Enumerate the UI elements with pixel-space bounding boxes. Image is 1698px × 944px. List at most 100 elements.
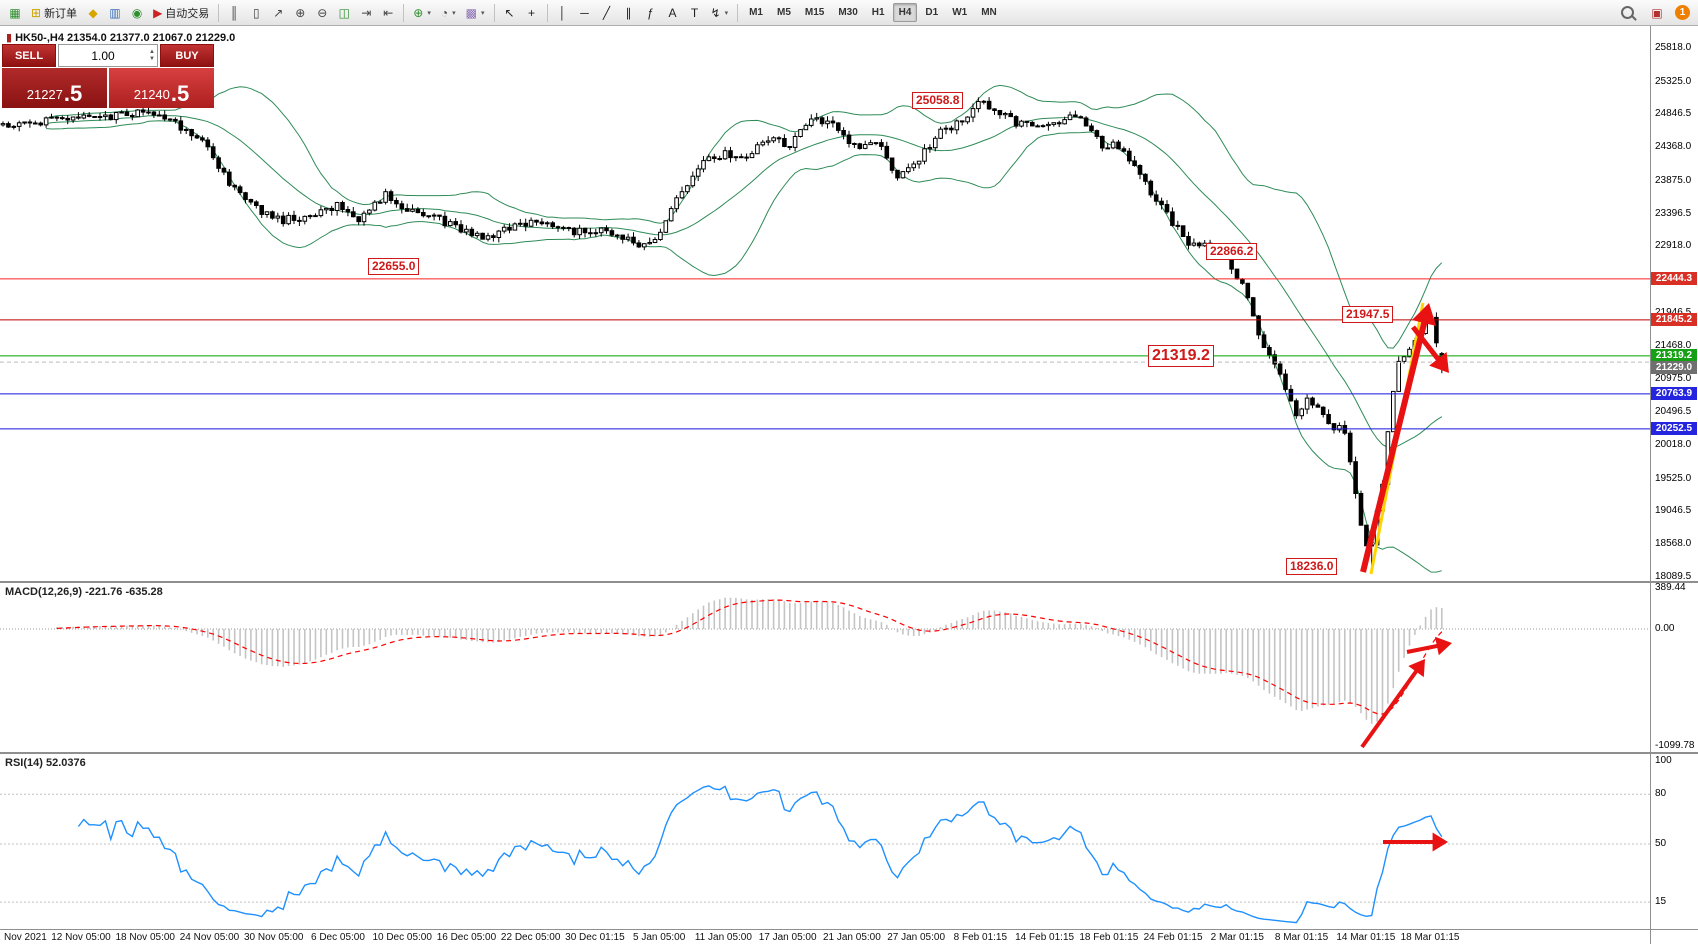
volume-up-button[interactable]: ▲: [149, 49, 155, 55]
timeframe-d1[interactable]: D1: [919, 3, 944, 22]
price-axis-label: 20018.0: [1655, 438, 1692, 450]
caret-down-icon: ▾: [427, 9, 431, 17]
price-callout[interactable]: 25058.8: [912, 92, 964, 109]
price-axis-label: 20975.0: [1655, 373, 1692, 385]
templates-icon: ▩: [465, 5, 477, 20]
sell-price-main: 21227: [26, 87, 63, 102]
timeframe-h1[interactable]: H1: [866, 3, 891, 22]
auto-scroll-button[interactable]: ⇥: [356, 3, 376, 23]
price-axis-label: 18568.0: [1655, 538, 1692, 550]
symbol-ohlc-info: ▮ HK50-,H4 21354.0 21377.0 21067.0 21229.…: [6, 31, 235, 44]
text-label-button[interactable]: T: [685, 3, 705, 23]
symbol-ohlc-text: HK50-,H4 21354.0 21377.0 21067.0 21229.0: [15, 32, 236, 44]
chart-shift-button[interactable]: ⇤: [378, 3, 398, 23]
text-button[interactable]: A: [663, 3, 683, 23]
notifications-badge[interactable]: 1: [1675, 5, 1690, 20]
indicators-button[interactable]: ⊕ ▾: [409, 3, 435, 23]
sell-button[interactable]: SELL: [2, 44, 56, 67]
auto-trading-button[interactable]: ▶ 自动交易: [149, 3, 213, 23]
time-axis-label: 30 Nov 05:00: [243, 932, 304, 943]
horizontal-line-button[interactable]: ─: [575, 3, 595, 23]
time-axis-label: 10 Dec 05:00: [372, 932, 432, 943]
periods-button[interactable]: ◔ ▾: [437, 3, 460, 23]
new-order-label: 新订单: [44, 7, 78, 20]
candlestick-chart-button[interactable]: ▯: [246, 3, 266, 23]
data-window-button[interactable]: ▥: [105, 3, 125, 23]
trend-line-button[interactable]: ╱: [597, 3, 617, 23]
alerts-button[interactable]: ▣: [1647, 3, 1667, 23]
price-axis-label: 23396.5: [1655, 207, 1692, 219]
vertical-line-button[interactable]: │: [553, 3, 573, 23]
timeframe-m1[interactable]: M1: [743, 3, 769, 22]
arrows-tool-button[interactable]: ↯ ▾: [707, 3, 733, 23]
market-watch-button[interactable]: ◆: [83, 3, 103, 23]
toolbar-separator: [218, 3, 220, 22]
arrows-tool-icon: ↯: [710, 5, 721, 20]
line-chart-button[interactable]: ↗: [268, 3, 288, 23]
volume-down-button[interactable]: ▼: [149, 56, 155, 62]
price-axis-label: 18089.5: [1655, 571, 1692, 582]
price-chart-panel[interactable]: [0, 26, 1650, 581]
time-axis-label: 18 Mar 01:15: [1400, 932, 1460, 943]
price-callout[interactable]: 22866.2: [1206, 243, 1258, 260]
alerts-icon: ▣: [1651, 5, 1663, 20]
macd-axis-label: 0.00: [1655, 623, 1675, 634]
caret-down-icon: ▾: [480, 9, 485, 17]
macd-panel-splitter[interactable]: [0, 581, 1698, 583]
timeframe-mn[interactable]: MN: [975, 3, 1003, 22]
timeframe-h4[interactable]: H4: [892, 3, 918, 22]
volume-input[interactable]: [59, 48, 148, 63]
timeframe-m5[interactable]: M5: [771, 3, 797, 22]
price-callout[interactable]: 21319.2: [1148, 345, 1214, 367]
new-chart-button[interactable]: ▦: [5, 3, 25, 23]
rsi-panel-splitter[interactable]: [0, 752, 1698, 754]
fibonacci-icon: ƒ: [647, 5, 654, 20]
sell-price-display[interactable]: 21227.5: [2, 68, 107, 108]
time-axis-label: 24 Feb 01:15: [1143, 932, 1203, 943]
zoom-in-button[interactable]: ⊕: [290, 3, 310, 23]
timeframe-w1[interactable]: W1: [946, 3, 973, 22]
toolbar-right-group: ▣ 1: [1616, 3, 1694, 23]
buy-button[interactable]: BUY: [160, 44, 214, 67]
price-callout[interactable]: 21947.5: [1342, 306, 1394, 323]
cursor-button[interactable]: ↖: [500, 3, 520, 23]
bar-chart-button[interactable]: ║: [224, 3, 244, 23]
timeframe-m15[interactable]: M15: [799, 3, 830, 22]
buy-price-display[interactable]: 21240.5: [109, 68, 214, 108]
price-axis-tag: 20252.5: [1651, 421, 1697, 435]
buy-price-fraction: .5: [170, 81, 190, 106]
templates-button[interactable]: ▩ ▾: [462, 3, 489, 23]
tile-windows-button[interactable]: ◫: [334, 3, 354, 23]
price-axis-label: 20496.5: [1655, 406, 1692, 418]
timeframe-m30[interactable]: M30: [832, 3, 863, 22]
one-click-trading-panel: SELL ▲▼ BUY 21227.5 21240.5: [2, 44, 214, 108]
new-order-button[interactable]: ⊞ 新订单: [27, 3, 81, 23]
price-callout[interactable]: 18236.0: [1286, 558, 1338, 575]
zoom-out-button[interactable]: ⊖: [312, 3, 332, 23]
time-axis-label: 16 Dec 05:00: [436, 932, 497, 943]
time-axis-label: 5 Jan 05:00: [633, 932, 686, 943]
rsi-axis-label: 80: [1655, 788, 1667, 800]
equidistant-channel-button[interactable]: ∥: [619, 3, 639, 23]
search-button[interactable]: [1617, 3, 1638, 23]
zoom-out-icon: ⊖: [317, 5, 328, 20]
line-chart-icon: ↗: [273, 5, 284, 20]
navigator-icon: ◉: [131, 5, 143, 20]
fibonacci-button[interactable]: ƒ: [641, 3, 661, 23]
cursor-icon: ↖: [504, 5, 515, 20]
rsi-indicator-panel[interactable]: [0, 754, 1650, 929]
time-axis-label: Nov 2021: [4, 932, 47, 943]
auto-trading-label: 自动交易: [165, 7, 210, 20]
price-callout[interactable]: 22655.0: [368, 258, 420, 275]
time-axis-label: 17 Jan 05:00: [758, 932, 817, 943]
price-axis-tag: 21229.0: [1651, 361, 1697, 375]
navigator-button[interactable]: ◉: [127, 3, 147, 23]
price-axis-label: 23875.0: [1655, 174, 1692, 186]
bar-chart-icon: ║: [230, 5, 239, 20]
crosshair-button[interactable]: +: [522, 3, 542, 23]
toolbar-separator: [403, 3, 405, 22]
price-axis-tag: 21319.2: [1651, 348, 1697, 362]
volume-field[interactable]: ▲▼: [58, 44, 158, 67]
macd-axis-label: -1099.78: [1655, 739, 1695, 751]
macd-indicator-panel[interactable]: [0, 583, 1650, 752]
